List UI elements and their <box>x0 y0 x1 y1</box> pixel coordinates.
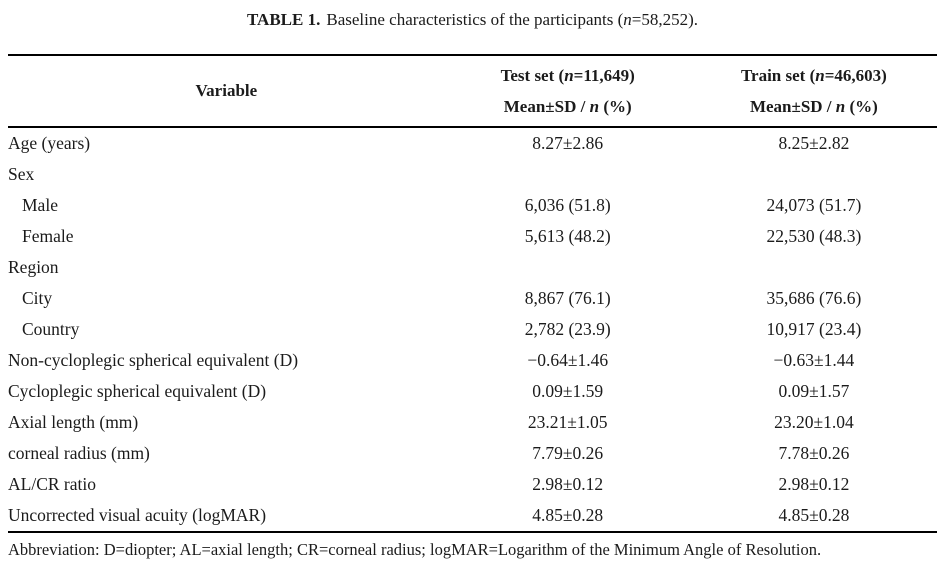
train-set-value: 35,686 (76.6) <box>766 288 862 308</box>
train-set-value: 0.09±1.57 <box>778 381 850 401</box>
row-label: Region <box>8 257 59 277</box>
row-label: Axial length (mm) <box>8 412 139 432</box>
footnote: Abbreviation: D=diopter; AL=axial length… <box>8 540 822 559</box>
train-set-header-line2: Mean±SD / n (%) <box>749 97 878 116</box>
test-set-value: 6,036 (51.8) <box>524 195 611 215</box>
title-text: Baseline characteristics of the particip… <box>326 10 624 29</box>
table-row: Region <box>8 252 937 283</box>
test-set-value: 2.98±0.12 <box>532 474 604 494</box>
test-set-value: 2,782 (23.9) <box>524 319 611 339</box>
row-label: Country <box>22 319 80 339</box>
row-label: Uncorrected visual acuity (logMAR) <box>8 505 267 525</box>
title-n-var: n <box>623 10 632 29</box>
table-body: Age (years) 8.27±2.86 8.25±2.82 Sex Male… <box>8 127 937 532</box>
test-set-header-line1: Test set (n=11,649) <box>500 66 635 85</box>
row-label: Age (years) <box>8 133 91 153</box>
column-header-train-set: Train set (n=46,603) Mean±SD / n (%) <box>691 55 937 127</box>
page-title: TABLE 1. Baseline characteristics of the … <box>0 0 945 30</box>
train-set-value: 23.20±1.04 <box>774 412 854 432</box>
table-row: Non-cycloplegic spherical equivalent (D)… <box>8 345 937 376</box>
train-set-value: 7.78±0.26 <box>778 443 850 463</box>
test-set-value: 8,867 (76.1) <box>524 288 611 308</box>
train-set-value <box>691 252 937 283</box>
train-set-value: 2.98±0.12 <box>778 474 850 494</box>
train-set-value <box>691 159 937 190</box>
variable-header-label: Variable <box>195 81 258 100</box>
row-label: AL/CR ratio <box>8 474 96 494</box>
row-label: City <box>22 288 53 308</box>
row-label: Non-cycloplegic spherical equivalent (D) <box>8 350 299 370</box>
test-set-value: 23.21±1.05 <box>527 412 608 432</box>
table-row: Sex <box>8 159 937 190</box>
table-row: Cycloplegic spherical equivalent (D) 0.0… <box>8 376 937 407</box>
table-label: TABLE 1. <box>246 10 321 29</box>
header-row: Variable Test set (n=11,649) Mean±SD / n… <box>8 55 937 127</box>
test-set-value: 4.85±0.28 <box>532 505 604 525</box>
test-set-value: −0.64±1.46 <box>527 350 609 370</box>
train-set-header-line1: Train set (n=46,603) <box>740 66 887 85</box>
train-set-value: −0.63±1.44 <box>773 350 855 370</box>
table-row: City 8,867 (76.1) 35,686 (76.6) <box>8 283 937 314</box>
table-row: Male 6,036 (51.8) 24,073 (51.7) <box>8 190 937 221</box>
table-row: Country 2,782 (23.9) 10,917 (23.4) <box>8 314 937 345</box>
test-set-value: 8.27±2.86 <box>532 133 604 153</box>
table-row: AL/CR ratio 2.98±0.12 2.98±0.12 <box>8 469 937 500</box>
row-label: corneal radius (mm) <box>8 443 150 463</box>
title-text-end: =58,252). <box>631 10 699 29</box>
table-row: Female 5,613 (48.2) 22,530 (48.3) <box>8 221 937 252</box>
test-set-value <box>445 252 691 283</box>
row-label: Sex <box>8 164 35 184</box>
table-row: Uncorrected visual acuity (logMAR) 4.85±… <box>8 500 937 532</box>
column-header-test-set: Test set (n=11,649) Mean±SD / n (%) <box>445 55 691 127</box>
table-row: Age (years) 8.27±2.86 8.25±2.82 <box>8 127 937 159</box>
row-label: Male <box>22 195 58 215</box>
row-label: Female <box>22 226 74 246</box>
table-row: corneal radius (mm) 7.79±0.26 7.78±0.26 <box>8 438 937 469</box>
column-header-variable: Variable <box>8 55 445 127</box>
table-header: Variable Test set (n=11,649) Mean±SD / n… <box>8 55 937 127</box>
test-set-value: 0.09±1.59 <box>532 381 604 401</box>
row-label: Cycloplegic spherical equivalent (D) <box>8 381 267 401</box>
table-row: Axial length (mm) 23.21±1.05 23.20±1.04 <box>8 407 937 438</box>
test-set-value <box>445 159 691 190</box>
test-set-value: 5,613 (48.2) <box>524 226 611 246</box>
train-set-value: 24,073 (51.7) <box>766 195 862 215</box>
baseline-characteristics-table: Variable Test set (n=11,649) Mean±SD / n… <box>8 54 937 533</box>
test-set-header-line2: Mean±SD / n (%) <box>503 97 632 116</box>
train-set-value: 10,917 (23.4) <box>766 319 862 339</box>
train-set-value: 22,530 (48.3) <box>766 226 862 246</box>
train-set-value: 4.85±0.28 <box>778 505 850 525</box>
train-set-value: 8.25±2.82 <box>778 133 850 153</box>
test-set-value: 7.79±0.26 <box>532 443 604 463</box>
